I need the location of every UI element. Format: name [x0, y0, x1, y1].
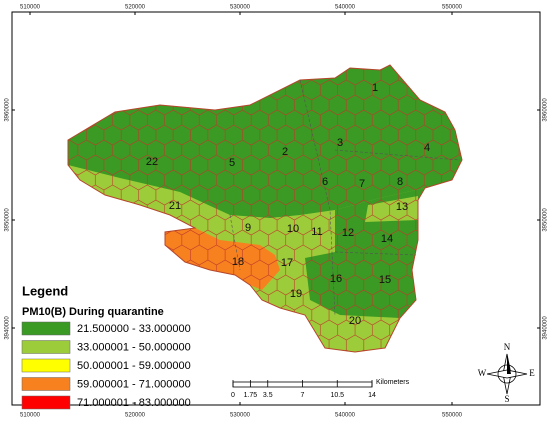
legend-swatch: [21, 377, 71, 391]
x-coord-label-top: 550000: [442, 5, 463, 11]
compass-fill: [507, 354, 511, 374]
district-label: 9: [245, 222, 251, 234]
district-label: 10: [287, 223, 299, 235]
district-label: 11: [311, 226, 322, 238]
legend-label: 21.500000 - 33.000000: [77, 323, 191, 335]
x-coord-label-top: 530000: [230, 5, 251, 11]
district-boundary: [229, 214, 241, 271]
x-coord-label-top: 510000: [20, 5, 41, 11]
labels: 510000 510000 520000 520000 530000 530000 5400…: [5, 5, 549, 419]
scale-label: 3.5: [263, 392, 273, 399]
y-coord-label-right: 3960000: [543, 98, 549, 122]
x-coord-label-top: 520000: [125, 5, 146, 11]
x-coord-label-bottom: 530000: [230, 413, 251, 419]
district-label: 2: [282, 146, 288, 158]
district-label: 7: [359, 178, 365, 190]
legend-swatch: [21, 358, 71, 373]
legend-label: 50.000001 - 59.000000: [77, 360, 191, 372]
district-label: 3: [337, 137, 343, 149]
boundary: [67, 64, 463, 353]
scale-label: 14: [368, 392, 376, 399]
district-label: 4: [424, 142, 430, 154]
x-coord-label-bottom: 520000: [125, 413, 146, 419]
legend-label: 59.000001 - 71.000000: [77, 378, 191, 390]
y-coord-label-left: 3940000: [5, 316, 11, 340]
district-label: 5: [229, 157, 235, 169]
district-label: 14: [381, 233, 393, 245]
legend-title: Legend: [22, 283, 68, 298]
legend-swatch: [21, 395, 71, 410]
legend-label: 71.000001 - 83.000000: [77, 397, 191, 409]
compass-w: W: [478, 368, 487, 378]
legend-subtitle: PM10(B) During quarantine: [22, 306, 164, 318]
compass-e: E: [529, 368, 535, 378]
district-label: 6: [322, 176, 328, 188]
compass-ring: [497, 364, 517, 384]
legend-swatch: [21, 321, 71, 336]
scale-label: 0: [231, 392, 235, 399]
district-boundary: [334, 251, 417, 256]
district-label: 17: [281, 257, 293, 269]
district-label: 20: [349, 315, 361, 327]
district-label: 12: [342, 227, 354, 239]
compass-n: N: [504, 342, 511, 352]
scale-label: 1.75: [244, 392, 258, 399]
scale-label: 10.5: [330, 392, 344, 399]
scale-unit: Kilometers: [376, 379, 410, 386]
district-label: 15: [379, 274, 391, 286]
y-coord-label-right: 3940000: [543, 316, 549, 340]
district-label: 21: [169, 200, 181, 212]
district-label: 16: [330, 273, 342, 285]
x-coord-label-bottom: 510000: [20, 413, 41, 419]
district-label: 8: [397, 176, 403, 188]
x-coord-label-bottom: 540000: [335, 413, 356, 419]
y-coord-label-left: 3950000: [5, 208, 11, 232]
compass-s: S: [504, 394, 509, 404]
scale-label: 7: [301, 392, 305, 399]
y-coord-label-right: 3950000: [543, 208, 549, 232]
district-boundary: [334, 149, 461, 161]
district-label: 1: [372, 82, 378, 94]
legend-label: 33.000001 - 50.000000: [77, 341, 191, 353]
legend-swatch: [21, 340, 71, 354]
y-coord-label-left: 3960000: [5, 98, 11, 122]
district-label: 19: [290, 288, 302, 300]
x-coord-label-top: 540000: [335, 5, 356, 11]
x-coord-label-bottom: 550000: [442, 413, 463, 419]
district-label: 18: [232, 256, 244, 268]
district-label: 22: [146, 156, 158, 168]
district-label: 13: [396, 201, 408, 213]
